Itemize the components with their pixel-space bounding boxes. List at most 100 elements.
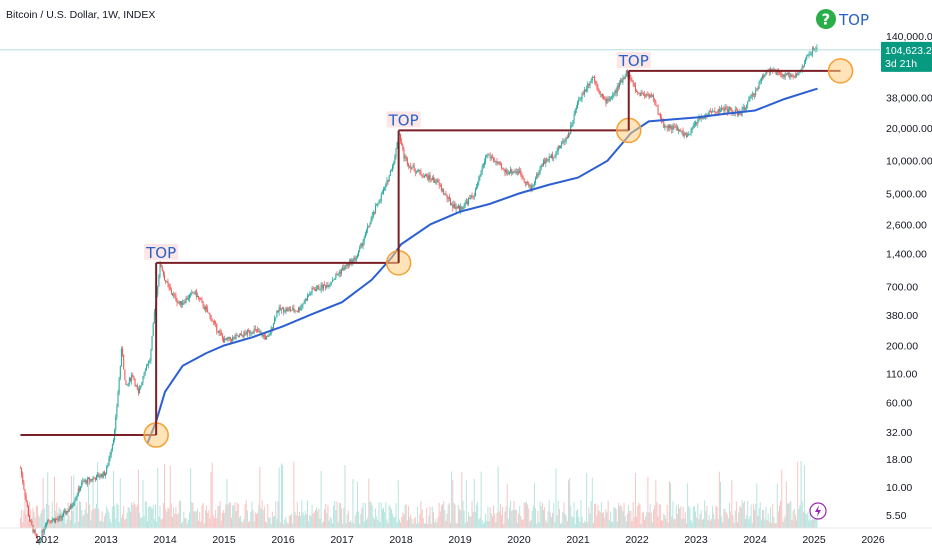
volume-bar xyxy=(510,500,512,528)
volume-bar xyxy=(491,516,493,528)
volume-bar xyxy=(718,471,720,528)
volume-bar xyxy=(613,507,615,528)
volume-bar xyxy=(91,510,93,528)
volume-bar xyxy=(632,502,634,528)
volume-bar xyxy=(454,504,456,528)
candle-body xyxy=(221,334,223,338)
candle-body xyxy=(506,170,508,174)
volume-bar xyxy=(589,513,591,528)
volume-bar xyxy=(377,520,379,528)
candle-body xyxy=(195,290,197,297)
candle-body xyxy=(192,292,194,294)
volume-bar xyxy=(193,511,195,528)
candle-body xyxy=(555,151,557,157)
candle-body xyxy=(299,308,301,311)
candle-body xyxy=(337,274,339,275)
candle-body xyxy=(403,149,405,159)
candle-body xyxy=(750,96,752,98)
volume-bar xyxy=(269,517,271,528)
volume-bar xyxy=(136,504,138,528)
candle-body xyxy=(722,107,724,109)
volume-bar xyxy=(499,503,501,528)
candle-body xyxy=(110,450,112,455)
volume-bar xyxy=(181,523,183,528)
candle-body xyxy=(347,263,349,266)
volume-bar xyxy=(302,512,304,528)
volume-bar xyxy=(809,508,811,528)
candle-body xyxy=(546,158,548,161)
candle-body xyxy=(478,177,480,183)
candle-body xyxy=(666,126,668,129)
candle-body xyxy=(68,509,70,512)
candle-body xyxy=(90,479,92,481)
candle-body xyxy=(504,169,506,173)
candle-body xyxy=(95,475,97,481)
candle-body xyxy=(616,86,618,93)
candle-body xyxy=(246,330,248,335)
candle-body xyxy=(524,181,526,183)
candle-body xyxy=(242,335,244,338)
volume-bar xyxy=(805,513,807,528)
volume-bar xyxy=(584,522,586,528)
volume-bar xyxy=(800,461,802,528)
volume-bar xyxy=(751,522,753,528)
volume-bar xyxy=(46,503,48,528)
volume-bar xyxy=(426,507,428,528)
volume-bar xyxy=(81,509,83,528)
volume-bar xyxy=(460,510,462,528)
candle-body xyxy=(378,202,380,204)
volume-bar xyxy=(647,477,649,528)
volume-bar xyxy=(285,516,287,528)
candle-body xyxy=(250,332,252,334)
volume-bar xyxy=(271,511,273,528)
y-tick-label: 5,000.00 xyxy=(886,188,927,200)
candle-body xyxy=(548,156,550,161)
candle-body xyxy=(80,487,82,491)
candle-body xyxy=(445,193,447,195)
volume-bar xyxy=(134,504,136,528)
volume-bar xyxy=(159,505,161,528)
candle-body xyxy=(355,258,357,261)
candle-body xyxy=(33,530,35,532)
volume-bar xyxy=(571,516,573,528)
candle-body xyxy=(713,110,715,112)
volume-bar xyxy=(630,511,632,528)
candle-body xyxy=(554,156,556,158)
volume-bar xyxy=(738,512,740,528)
volume-bar xyxy=(538,522,540,528)
volume-bar xyxy=(100,521,102,528)
volume-bar xyxy=(537,510,539,528)
volume-bar xyxy=(381,509,383,528)
candle-body xyxy=(200,299,202,300)
candle-body xyxy=(653,95,655,99)
candle-body xyxy=(166,281,168,283)
candle-body xyxy=(468,198,470,204)
volume-bar xyxy=(313,512,315,528)
volume-bar xyxy=(740,507,742,528)
volume-bar xyxy=(40,513,42,528)
candle-body xyxy=(508,172,510,174)
candle-body xyxy=(100,473,102,477)
candle-body xyxy=(202,301,204,308)
volume-bar xyxy=(580,500,582,528)
candle-body xyxy=(790,74,792,78)
volume-bar xyxy=(609,511,611,528)
candle-body xyxy=(786,73,788,75)
x-tick-label: 2021 xyxy=(566,534,590,546)
volume-bar xyxy=(207,512,209,528)
candle-body xyxy=(145,365,147,371)
candle-body xyxy=(182,302,184,305)
volume-bar xyxy=(693,506,695,528)
volume-bar xyxy=(254,512,256,528)
candle-body xyxy=(198,295,200,298)
candle-body xyxy=(257,329,259,332)
volume-bar xyxy=(569,477,571,528)
volume-bar xyxy=(401,516,403,528)
volume-bar xyxy=(275,500,277,528)
candle-body xyxy=(312,288,314,290)
candle-body xyxy=(513,171,515,173)
volume-bar xyxy=(167,507,169,528)
candle-body xyxy=(279,307,281,310)
volume-bar xyxy=(294,511,296,528)
